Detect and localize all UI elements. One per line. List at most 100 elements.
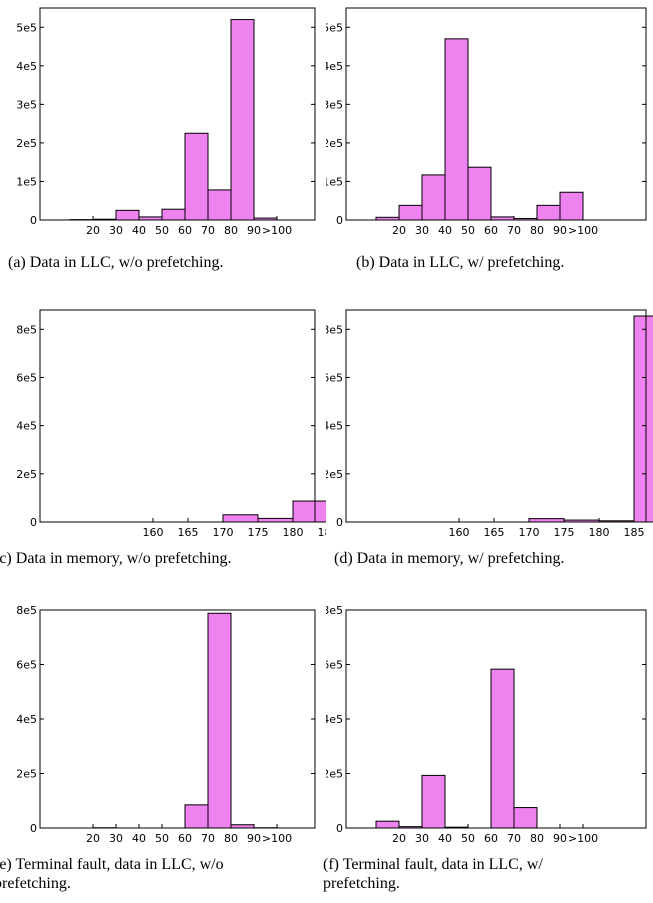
chart-f-bar-0	[375, 820, 400, 829]
chart-e: 0 2e5 4e5 6e5 8e5 20 30 40 50 60 70 80 90 >100	[16, 604, 316, 845]
chart-d-ytick-label-3: 6e5	[326, 371, 343, 384]
chart-d-xtick-label-5: 185	[624, 526, 645, 539]
chart-e-xtick-label-0: 20	[86, 832, 100, 845]
chart-c-xtick-label-4: 180	[283, 526, 304, 539]
chart-d-xtick-label-0: 160	[449, 526, 470, 539]
caption-b: (b) Data in LLC, w/ prefetching.	[356, 254, 565, 271]
chart-f-xtick-label-7: 90	[553, 832, 567, 845]
caption-c: (c) Data in memory, w/o prefetching.	[0, 550, 232, 567]
chart-a-xtick-label-2: 40	[132, 224, 146, 237]
chart-a-bar-6	[207, 189, 232, 221]
chart-c-xtick-label-1: 165	[178, 526, 199, 539]
chart-b-bar-1	[398, 204, 423, 221]
chart-b-ytick-label-5: 5e5	[326, 21, 343, 34]
chart-e-ytick-label-2: 4e5	[16, 713, 37, 726]
chart-f-xtick-label-8: >100	[568, 832, 598, 845]
chart-d-xtick-label-2: 170	[519, 526, 540, 539]
chart-d-bar-6	[633, 315, 653, 523]
chart-b-xtick-label-4: 60	[484, 224, 498, 237]
chart-f-bar-5	[490, 668, 515, 829]
chart-f-xtick-label-2: 40	[438, 832, 452, 845]
chart-c-ytick-label-1: 2e5	[16, 468, 37, 481]
chart-d-frame	[345, 309, 647, 523]
chart-b-xtick-label-5: 70	[507, 224, 521, 237]
chart-c-ytick-label-3: 6e5	[16, 371, 37, 384]
caption-e: (e) Terminal fault, data in LLC, w/o pre…	[0, 855, 224, 893]
chart-e-frame	[39, 609, 316, 829]
chart-a-bar-5	[184, 132, 209, 221]
chart-a-frame	[39, 7, 316, 221]
chart-a-ytick-label-4: 4e5	[16, 60, 37, 73]
chart-a-bar-7	[230, 19, 255, 221]
chart-f-xtick-label-6: 80	[530, 832, 544, 845]
chart-a-xtick-label-1: 30	[109, 224, 123, 237]
caption-e-line-1: (e) Terminal fault, data in LLC, w/o	[0, 856, 224, 873]
chart-e-xtick-label-4: 60	[178, 832, 192, 845]
chart-b-ytick-label-2: 2e5	[326, 137, 343, 150]
chart-c-xtick-label-0: 160	[143, 526, 164, 539]
chart-f-xtick-label-0: 20	[392, 832, 406, 845]
chart-f-xtick-label-1: 30	[415, 832, 429, 845]
chart-a-ytick-label-0: 0	[30, 214, 37, 227]
chart-a-ytick-label-2: 2e5	[16, 137, 37, 150]
chart-f-xtick-label-3: 50	[461, 832, 475, 845]
chart-a-bar-2	[115, 209, 140, 221]
chart-a-xtick-label-6: 80	[224, 224, 238, 237]
chart-a-xtick-label-3: 50	[155, 224, 169, 237]
chart-a-ytick-label-1: 1e5	[16, 175, 37, 188]
chart-e-xtick-label-6: 80	[224, 832, 238, 845]
chart-d-ytick-label-2: 4e5	[326, 420, 343, 433]
chart-b-ytick-label-4: 4e5	[326, 60, 343, 73]
chart-f-ytick-label-2: 4e5	[326, 713, 343, 726]
chart-b-ytick-label-1: 1e5	[326, 175, 343, 188]
chart-e-bar-6	[207, 612, 232, 829]
chart-a-xtick-label-7: 90	[247, 224, 261, 237]
chart-b: 0 1e5 2e5 3e5 4e5 5e5 20 30 40 50 60 70 80 90>100	[326, 7, 647, 237]
chart-e-ytick-label-3: 6e5	[16, 659, 37, 672]
chart-c-frame	[39, 309, 316, 523]
chart-c-xtick-label-2: 170	[213, 526, 234, 539]
chart-c-ytick-label-4: 8e5	[16, 323, 37, 336]
chart-e-ytick-label-0: 0	[30, 822, 37, 835]
chart-d-ytick-label-4: 8e5	[326, 323, 343, 336]
chart-f-bar-6	[513, 807, 538, 829]
chart-b-bar-4	[467, 166, 492, 221]
chart-d-xtick-label-3: 175	[554, 526, 575, 539]
chart-f-ytick-label-3: 6e5	[326, 659, 343, 672]
chart-d-xtick-label-4: 180	[589, 526, 610, 539]
chart-c-xtick-label-3: 175	[248, 526, 269, 539]
chart-b-xtick-label-1: 30	[415, 224, 429, 237]
chart-e-xtick-label-5: 70	[201, 832, 215, 845]
chart-c-ytick-label-0: 0	[30, 516, 37, 529]
caption-f-line-2: prefetching.	[323, 875, 400, 892]
chart-b-bar-7	[536, 204, 561, 221]
chart-b-frame	[345, 7, 647, 221]
caption-f-line-1: (f) Terminal fault, data in LLC, w/	[323, 856, 543, 873]
caption-a: (a) Data in LLC, w/o prefetching.	[8, 254, 224, 271]
chart-b-xtick-label-0: 20	[392, 224, 406, 237]
chart-c-bar-3	[222, 514, 259, 523]
chart-a-xtick-label-5: 70	[201, 224, 215, 237]
chart-b-bar-2	[421, 174, 446, 221]
caption-d: (d) Data in memory, w/ prefetching.	[334, 550, 565, 567]
chart-c-ytick-label-2: 4e5	[16, 420, 37, 433]
caption-e-line-2: prefetching.	[0, 875, 71, 892]
chart-d-xtick-label-1: 165	[484, 526, 505, 539]
chart-b-bar-3	[444, 38, 469, 221]
caption-f: (f) Terminal fault, data in LLC, w/ pref…	[323, 855, 543, 893]
chart-a-xtick-label-4: 60	[178, 224, 192, 237]
chart-f-xtick-label-5: 70	[507, 832, 521, 845]
chart-e-xtick-label-1: 30	[109, 832, 123, 845]
chart-e-xtick-label-3: 50	[155, 832, 169, 845]
chart-b-ytick-label-3: 3e5	[326, 98, 343, 111]
chart-f-xtick-label-4: 60	[484, 832, 498, 845]
chart-a: 0 1e5 2e5 3e5 4e5 5e5 20 30 40 50 60 70 80 90 >100	[16, 7, 316, 237]
chart-b-ytick-label-0: 0	[336, 214, 343, 227]
chart-b-xtick-label-7: 90	[553, 224, 567, 237]
chart-f: 0 2e5 4e5 6e5 8e5 20 30 40 50 60 70 80 90>100	[326, 604, 647, 845]
chart-b-bar-8	[559, 191, 584, 221]
chart-e-xtick-label-8: >100	[262, 832, 292, 845]
chart-b-xtick-label-6: 80	[530, 224, 544, 237]
chart-a-bar-4	[161, 208, 186, 221]
chart-a-xtick-label-8: >100	[262, 224, 292, 237]
